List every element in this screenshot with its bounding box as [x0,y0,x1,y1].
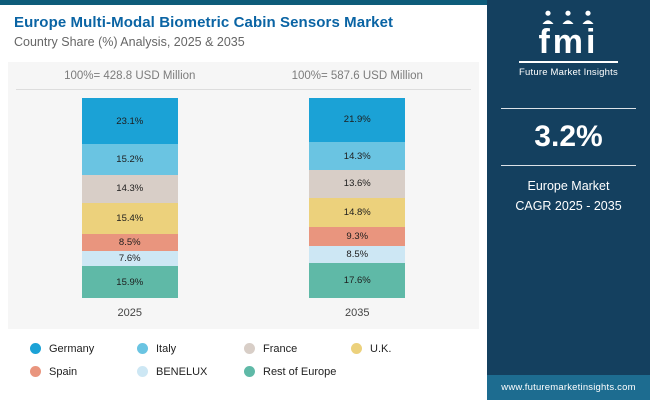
cagr-label-line1: Europe Market [527,179,610,194]
total-label-2035: 100%= 587.6 USD Million [291,70,423,82]
brand-sidebar: fmi Future Market Insights 3.2% Europe M… [487,0,650,400]
legend-item-u-k-: U.K. [351,343,458,355]
website-link[interactable]: www.futuremarketinsights.com [487,375,650,400]
chart-legend: Germany Italy France U.K. Spain BENELUX Rest o… [0,329,487,389]
legend-swatch [137,366,148,378]
legend-label: Rest of Europe [263,365,337,378]
legend-swatch [351,343,362,355]
fmi-logo: fmi Future Market Insights [519,10,618,78]
bar-segment-u-k-: 14.8% [309,197,406,228]
bar-segment-benelux: 8.5% [309,245,406,263]
legend-label: Germany [49,342,95,355]
x-axis-label-2025: 2025 [117,306,142,319]
legend-item-benelux: BENELUX [137,366,244,378]
bar-segment-france: 13.6% [309,170,406,198]
cagr-block: 3.2% Europe Market CAGR 2025 - 2035 [487,108,650,229]
legend-label: BENELUX [156,365,208,378]
bar-column-2035: 21.9% 14.3% 13.6% 14.8% 9.3% 8.5% 17.6% [244,98,472,298]
page-title: Europe Multi-Modal Biometric Cabin Senso… [14,14,394,31]
page-subtitle: Country Share (%) Analysis, 2025 & 2035 [14,35,245,49]
cagr-label: Europe Market CAGR 2025 - 2035 [487,166,650,229]
chart-header: Europe Multi-Modal Biometric Cabin Senso… [0,5,487,54]
bar-segment-germany: 21.9% [309,98,406,142]
bar-segment-rest-of-europe: 15.9% [81,266,178,298]
bar-segment-spain: 9.3% [309,227,406,246]
legend-swatch [30,366,41,378]
totals-row: 100%= 428.8 USD Million 100%= 587.6 USD M… [16,70,471,90]
bars-row: 23.1% 15.2% 14.3% 15.4% 8.5% 7.6% 15.9% 21.9% 14… [16,98,471,298]
legend-item-italy: Italy [137,343,244,355]
bar-segment-u-k-: 15.4% [81,203,178,234]
cagr-value: 3.2% [534,120,603,154]
legend-item-france: France [244,343,351,355]
total-label-2025: 100%= 428.8 USD Million [64,70,196,82]
bar-segment-spain: 8.5% [81,233,178,251]
bar-segment-rest-of-europe: 17.6% [309,262,406,298]
legend-item-spain: Spain [30,366,137,378]
bar-segment-france: 14.3% [81,174,178,204]
legend-swatch [244,343,255,355]
bar-segment-italy: 15.2% [81,144,178,175]
bar-segment-germany: 23.1% [81,98,178,145]
divider [501,165,636,167]
stacked-bar-2035: 21.9% 14.3% 13.6% 14.8% 9.3% 8.5% 17.6% [309,98,406,298]
cagr-label-line2: CAGR 2025 - 2035 [515,198,622,213]
legend-item-germany: Germany [30,343,137,355]
bar-segment-benelux: 7.6% [81,250,178,267]
legend-swatch [30,343,41,355]
x-axis-label-2035: 2035 [345,306,370,319]
stacked-bar-chart: 100%= 428.8 USD Million 100%= 587.6 USD M… [8,62,479,329]
legend-label: Spain [49,365,78,378]
legend-label: France [263,342,298,355]
chart-panel-main: Europe Multi-Modal Biometric Cabin Senso… [0,0,487,389]
legend-swatch [244,366,255,378]
legend-swatch [137,343,148,355]
bar-column-2025: 23.1% 15.2% 14.3% 15.4% 8.5% 7.6% 15.9% [16,98,244,298]
fmi-logo-text: fmi [519,25,618,64]
legend-item-rest-of-europe: Rest of Europe [244,366,351,378]
years-row: 2025 2035 [16,298,471,327]
brand-name: Future Market Insights [519,67,618,79]
legend-label: Italy [156,342,177,355]
stacked-bar-2025: 23.1% 15.2% 14.3% 15.4% 8.5% 7.6% 15.9% [81,98,178,298]
divider [501,108,636,110]
bar-segment-italy: 14.3% [309,141,406,171]
top-accent-bar [0,0,487,5]
legend-label: U.K. [370,342,392,355]
people-icon [542,10,594,24]
